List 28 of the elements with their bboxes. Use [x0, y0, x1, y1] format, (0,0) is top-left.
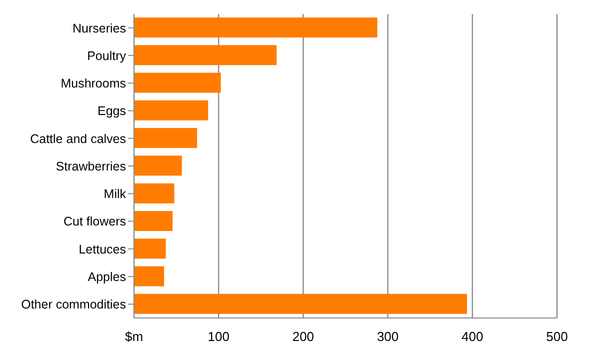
bar	[134, 100, 208, 120]
y-tick-label: Lettuces	[78, 242, 126, 256]
y-tick-label: Nurseries	[72, 21, 126, 36]
bar	[134, 72, 221, 93]
y-tick-label: Other commodities	[21, 298, 126, 312]
bar	[134, 18, 378, 38]
x-tick-label: 200	[292, 329, 314, 344]
y-tick-label: Eggs	[98, 104, 126, 118]
bar	[134, 210, 173, 231]
y-tick-label: Mushrooms	[60, 76, 126, 91]
x-tick-label: 100	[208, 329, 230, 344]
y-tick-label: Cattle and calves	[30, 132, 126, 146]
x-tick-label: 300	[376, 329, 399, 344]
bar	[134, 156, 182, 176]
bar	[134, 238, 166, 259]
y-tick-label: Milk	[104, 187, 127, 202]
y-tick-label: Apples	[88, 270, 126, 284]
x-tick-label: 500	[546, 329, 568, 344]
bar	[134, 266, 164, 286]
bar	[134, 294, 467, 314]
bar	[134, 128, 198, 148]
bar	[134, 183, 174, 204]
y-tick-label: Strawberries	[56, 159, 126, 174]
x-tick-label: 400	[462, 329, 484, 344]
bar	[134, 45, 277, 66]
y-tick-label: Poultry	[87, 48, 127, 63]
x-tick-label: $m	[124, 329, 144, 344]
y-tick-label: Cut flowers	[63, 214, 126, 229]
